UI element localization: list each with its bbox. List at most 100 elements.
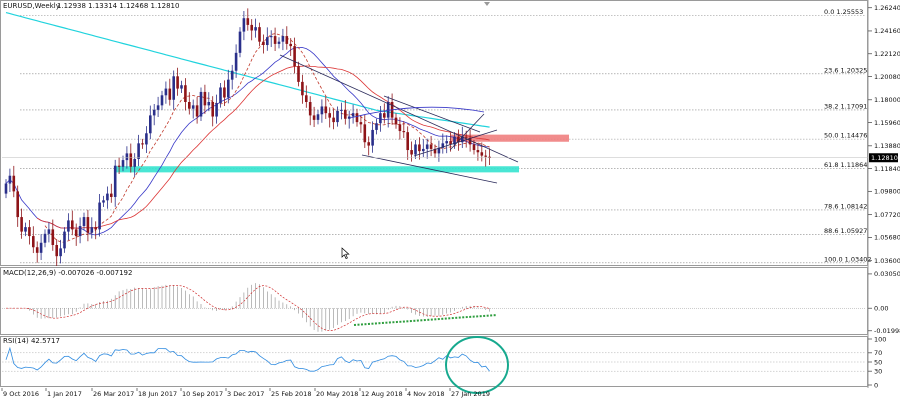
price-tick-label: 1.22120 xyxy=(874,50,900,58)
candle-body xyxy=(24,227,27,232)
candle-body xyxy=(453,136,456,145)
candle-body xyxy=(145,133,148,145)
candle-body xyxy=(51,229,55,246)
price-tick-label: 1.26240 xyxy=(874,4,900,12)
candle-body xyxy=(320,106,324,115)
candle-body xyxy=(437,147,441,154)
candle-body xyxy=(418,144,421,152)
candle-body xyxy=(468,137,472,145)
fib-label: 78.6 1.08142 xyxy=(824,202,867,210)
candle-body xyxy=(63,231,66,249)
candle-body xyxy=(379,113,382,124)
candle-body xyxy=(254,27,257,31)
candle-body xyxy=(152,109,156,116)
candle-body xyxy=(433,148,437,154)
last-price-box xyxy=(869,153,898,163)
candle-body xyxy=(344,109,347,119)
channel-upper xyxy=(383,95,481,133)
macd-label: MACD(12,26,9) -0.007026 -0.007192 xyxy=(3,269,132,277)
candle-body xyxy=(94,227,97,230)
candle-body xyxy=(464,136,468,138)
candle-body xyxy=(90,227,94,233)
time-tick-label: 4 Nov 2018 xyxy=(407,390,445,398)
candle-body xyxy=(55,245,58,257)
candle-body xyxy=(441,143,445,148)
candle-body xyxy=(117,165,121,167)
candle-body xyxy=(312,115,316,120)
candle-body xyxy=(371,129,374,146)
macd-panel-frame xyxy=(0,267,868,335)
candle-body xyxy=(82,217,86,227)
candle-body xyxy=(67,220,70,232)
candle-body xyxy=(363,124,367,143)
candle-body xyxy=(47,229,51,234)
candle-body xyxy=(305,95,308,102)
candle-body xyxy=(262,41,265,46)
candle-body xyxy=(386,101,390,118)
main-panel-frame xyxy=(0,0,868,266)
candle-body xyxy=(141,143,144,145)
price-tick-label: 1.18000 xyxy=(874,96,900,104)
candle-body xyxy=(113,165,117,197)
candle-body xyxy=(86,217,90,233)
rsi-label: RSI(14) 42.5717 xyxy=(3,337,60,345)
ma-red-line xyxy=(36,65,490,229)
support-zone xyxy=(116,166,519,173)
ma-red-dashed-line xyxy=(44,33,490,243)
candle-body xyxy=(461,136,464,143)
candle-body xyxy=(219,87,222,104)
candle-body xyxy=(121,160,125,167)
price-tick-label: 1.07720 xyxy=(874,211,900,219)
price-tick-label: 1.20080 xyxy=(874,73,900,81)
macd-tick-label: 0.030509 xyxy=(874,270,900,278)
candle-body xyxy=(250,24,253,31)
price-tick-label: 1.15960 xyxy=(874,119,900,127)
time-tick-label: 18 Jun 2017 xyxy=(138,390,177,398)
candle-body xyxy=(414,144,417,155)
macd-tick-label: 0.00 xyxy=(874,305,888,313)
candle-body xyxy=(269,36,273,38)
candle-body xyxy=(347,116,351,119)
candle-body xyxy=(281,36,285,42)
candle-body xyxy=(184,85,187,102)
candle-body xyxy=(227,79,230,98)
shift-marker-icon[interactable] xyxy=(484,2,490,6)
candle-body xyxy=(488,156,491,158)
rsi-tick-label: 0 xyxy=(874,381,878,389)
time-tick-label: 10 Sep 2017 xyxy=(182,390,223,398)
candle-body xyxy=(223,87,226,98)
candle-body xyxy=(160,95,164,106)
candle-body xyxy=(188,101,191,109)
candle-body xyxy=(301,81,304,96)
candle-body xyxy=(137,143,140,159)
candle-body xyxy=(106,193,109,201)
candle-body xyxy=(449,141,452,145)
time-tick-label: 12 Aug 2018 xyxy=(361,390,403,398)
time-tick-label: 3 Dec 2017 xyxy=(227,390,264,398)
time-tick-label: 9 Oct 2016 xyxy=(3,390,39,398)
fib-label: 100.0 1.03402 xyxy=(824,255,872,263)
candle-body xyxy=(156,105,160,110)
candle-body xyxy=(125,153,129,161)
candle-body xyxy=(168,88,172,100)
price-tick-label: 1.13880 xyxy=(874,142,900,150)
candle-body xyxy=(102,200,105,203)
candle-body xyxy=(277,41,281,44)
candle-body xyxy=(375,123,378,130)
fib-label: 38.2 1.17091 xyxy=(824,102,867,110)
trendline-upper xyxy=(279,54,519,163)
price-tick-label: 1.09800 xyxy=(874,188,900,196)
macd-signal-line xyxy=(6,285,490,332)
fib-label: 50.0 1.14476 xyxy=(824,132,867,140)
candle-body xyxy=(35,247,39,253)
time-tick-label: 20 May 2018 xyxy=(316,390,358,398)
candle-body xyxy=(71,220,74,230)
candle-body xyxy=(4,183,8,194)
candle-body xyxy=(398,124,402,132)
candle-body xyxy=(355,113,359,123)
candlesticks xyxy=(4,8,491,267)
candle-body xyxy=(316,114,320,120)
macd-tick-label: -0.019987 xyxy=(874,327,900,335)
candle-body xyxy=(410,150,413,155)
